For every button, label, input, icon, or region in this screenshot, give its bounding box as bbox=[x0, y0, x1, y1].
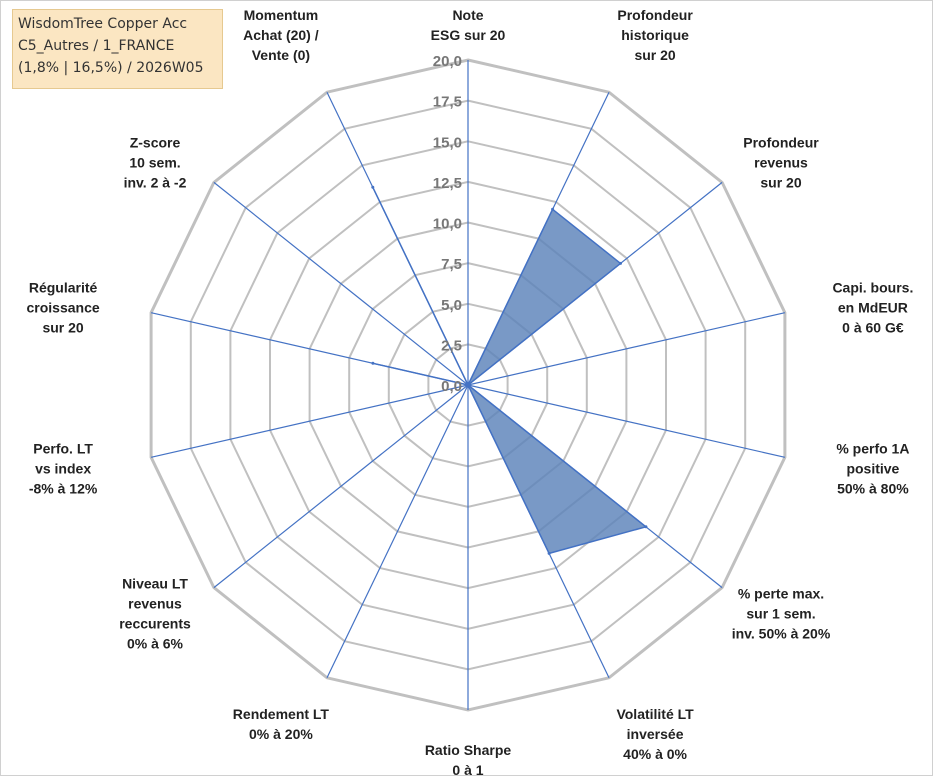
axis-label-line: vs index bbox=[35, 461, 91, 477]
axis-label-12: Régularité croissance sur 20 bbox=[27, 279, 100, 335]
data-point-13 bbox=[466, 383, 470, 387]
axis-label-5: % perfo 1A positive 50% à 80% bbox=[836, 441, 909, 497]
axis-label-line: Capi. bours. bbox=[832, 279, 913, 295]
axis-label-line: 0 à 1 bbox=[452, 762, 483, 776]
axis-label-line: Régularité bbox=[29, 279, 98, 295]
tick-label-8: 20,0 bbox=[433, 53, 462, 70]
axis-label-line: positive bbox=[846, 461, 899, 477]
axis-label-line: Ratio Sharpe bbox=[425, 742, 512, 758]
axis-label-line: Volatilité LT bbox=[616, 706, 694, 722]
axis-label-11: Perfo. LT vs index -8% à 12% bbox=[29, 441, 98, 497]
tick-label-2: 5,0 bbox=[441, 297, 462, 314]
title-box: WisdomTree Copper Acc C5_Autres / 1_FRAN… bbox=[12, 9, 223, 89]
axis-spoke-5 bbox=[467, 384, 786, 458]
axis-label-line: Achat (20) / bbox=[243, 27, 319, 43]
axis-label-line: sur 20 bbox=[634, 47, 675, 63]
axis-label-line: 0% à 20% bbox=[249, 726, 313, 742]
axis-label-line: Vente (0) bbox=[252, 47, 310, 63]
series-layer bbox=[371, 185, 648, 555]
axis-label-13: Z-score 10 sem. inv. 2 à -2 bbox=[124, 134, 187, 190]
axis-label-line: sur 1 sem. bbox=[746, 606, 815, 622]
axis-label-line: Profondeur bbox=[743, 134, 819, 150]
fund-category: C5_Autres / 1_FRANCE bbox=[18, 38, 175, 54]
axis-label-6: % perte max. sur 1 sem. inv. 50% à 20% bbox=[732, 586, 831, 642]
axis-label-3: Profondeur revenus sur 20 bbox=[743, 134, 819, 190]
axis-label-10: Niveau LT revenus reccurents 0% à 6% bbox=[119, 576, 191, 652]
axis-label-2: Profondeur historique sur 20 bbox=[617, 7, 693, 63]
data-point-7 bbox=[547, 551, 551, 555]
axis-label-line: Note bbox=[452, 7, 483, 23]
axis-label-7: Volatilité LT inversée 40% à 0% bbox=[616, 706, 694, 762]
data-point-12 bbox=[371, 361, 375, 365]
axis-label-line: 40% à 0% bbox=[623, 746, 687, 762]
axis-label-line: % perfo 1A bbox=[836, 441, 909, 457]
axis-spoke-9 bbox=[326, 384, 469, 679]
axis-label-line: 0% à 6% bbox=[127, 636, 184, 652]
tick-label-1: 2,5 bbox=[441, 337, 462, 354]
axis-spoke-11 bbox=[150, 384, 469, 458]
axis-label-line: reccurents bbox=[119, 616, 191, 632]
axis-label-line: Momentum bbox=[244, 7, 319, 23]
data-point-3 bbox=[619, 261, 622, 265]
axis-label-line: historique bbox=[621, 27, 689, 43]
axis-label-line: 10 sem. bbox=[129, 154, 180, 170]
axis-label-line: 50% à 80% bbox=[837, 481, 909, 497]
fund-name: WisdomTree Copper Acc bbox=[18, 16, 188, 32]
tick-layer: 0,0 2,5 5,0 7,5 10,0 12,5 15,0 17,5 20,0 bbox=[433, 53, 462, 395]
axis-spoke-10 bbox=[213, 384, 469, 589]
axis-label-line: en MdEUR bbox=[838, 299, 908, 315]
axis-label-line: Profondeur bbox=[617, 7, 693, 23]
axis-spoke-13 bbox=[213, 181, 469, 386]
tick-label-3: 7,5 bbox=[441, 256, 462, 273]
axis-label-9: Rendement LT 0% à 20% bbox=[233, 706, 330, 742]
tick-label-7: 17,5 bbox=[433, 94, 462, 111]
axis-label-line: croissance bbox=[27, 299, 100, 315]
axis-label-line: -8% à 12% bbox=[29, 481, 98, 497]
data-point-2 bbox=[551, 207, 555, 211]
axis-label-line: % perte max. bbox=[738, 586, 824, 602]
axis-label-line: Perfo. LT bbox=[33, 441, 93, 457]
axis-label-line: Z-score bbox=[130, 134, 181, 150]
axis-label-8: Ratio Sharpe 0 à 1 bbox=[425, 742, 512, 776]
axis-label-line: ESG sur 20 bbox=[431, 27, 506, 43]
axis-label-1: Note ESG sur 20 bbox=[431, 7, 506, 43]
fund-stats: (1,8% | 16,5%) / 2026W05 bbox=[18, 60, 204, 76]
axis-label-line: revenus bbox=[128, 596, 182, 612]
axis-label-line: inv. 50% à 20% bbox=[732, 626, 831, 642]
label-layer: Note ESG sur 20 Profondeur historique sur 20… bbox=[27, 7, 914, 776]
data-point-6 bbox=[644, 525, 648, 529]
data-point-14 bbox=[371, 185, 375, 189]
tick-label-4: 10,0 bbox=[433, 216, 462, 233]
axis-label-line: 0 à 60 G€ bbox=[842, 319, 904, 335]
tick-label-5: 12,5 bbox=[433, 175, 462, 192]
axis-label-line: sur 20 bbox=[760, 174, 801, 190]
axis-label-line: inv. 2 à -2 bbox=[124, 174, 187, 190]
tick-label-0: 0,0 bbox=[441, 378, 462, 395]
axis-label-4: Capi. bours. en MdEUR 0 à 60 G€ bbox=[832, 279, 913, 335]
tick-label-6: 15,0 bbox=[433, 134, 462, 151]
axis-spoke-4 bbox=[467, 312, 786, 386]
axis-label-line: Niveau LT bbox=[122, 576, 188, 592]
axis-label-line: revenus bbox=[754, 154, 808, 170]
axis-label-line: Rendement LT bbox=[233, 706, 330, 722]
axis-label-14: Momentum Achat (20) / Vente (0) bbox=[243, 7, 319, 63]
axis-label-line: sur 20 bbox=[42, 319, 83, 335]
axis-label-line: inversée bbox=[627, 726, 684, 742]
